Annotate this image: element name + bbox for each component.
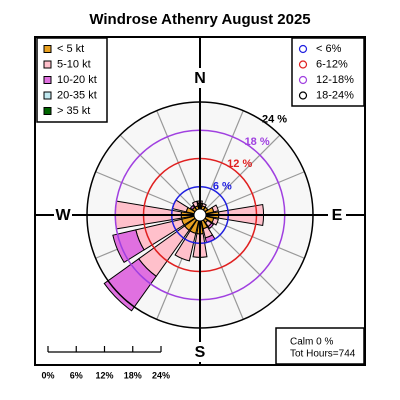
legend-label: < 5 kt [57,43,84,55]
wedge [103,258,157,312]
ring-legend-marker [298,75,308,85]
compass-label: E [332,207,343,224]
ring-legend-label: 12-18% [316,74,354,86]
scale-label: 18% [124,370,142,380]
ring-legend-label: 6-12% [316,58,348,70]
compass-label: W [55,207,71,224]
compass-label-bg [191,342,209,362]
overlay: 6 % 12 % 18 % 24 % N E S W < 5 kt 5-10 kt 10-20 kt… [35,37,365,380]
ring-label: 6 % [213,180,232,192]
wedge [211,204,219,213]
compass-label: S [195,344,206,361]
ring-legend-label: < 6% [316,43,342,55]
legend-label: 20-35 kt [57,89,97,101]
wedge [112,229,145,264]
ring-label: 24 % [262,114,287,126]
scale-label: 6% [70,370,83,380]
legend-swatch [43,107,52,115]
ring-legend-label: 18-24% [316,89,354,101]
compass-label-bg [328,205,346,225]
ring-legend-box [291,37,365,107]
ring-legend-marker [298,44,308,54]
scale-label: 24% [152,370,170,380]
annotation: Calm 0 % [290,337,333,348]
wedge [191,200,199,208]
ring-label: 18 % [245,136,270,148]
annotation: Tot Hours=744 [290,349,356,360]
scale-label: 12% [95,370,113,380]
legend-swatch [43,76,52,84]
scale-label: 0% [41,370,54,380]
ring-label: 12 % [227,158,252,170]
legend-label: 10-20 kt [57,74,97,86]
ring-legend-marker [298,91,308,100]
compass-label: N [194,70,206,87]
calm-circle [193,208,207,222]
chart-title: Windrose Athenry August 2025 [89,11,310,28]
legend-label: 5-10 kt [57,58,91,70]
wedge [207,222,215,230]
wedge [201,202,207,208]
ring-legend-marker [298,60,308,69]
legend-swatch [43,60,52,69]
wedge [189,204,196,211]
compass-label-bg [54,205,72,225]
legend-swatch [43,45,52,53]
wedge [211,217,219,226]
info-box [275,327,365,365]
legend-label: > 35 kt [57,105,90,117]
legend-swatch [43,91,52,100]
compass-label-bg [191,68,209,88]
wedge [174,230,197,262]
